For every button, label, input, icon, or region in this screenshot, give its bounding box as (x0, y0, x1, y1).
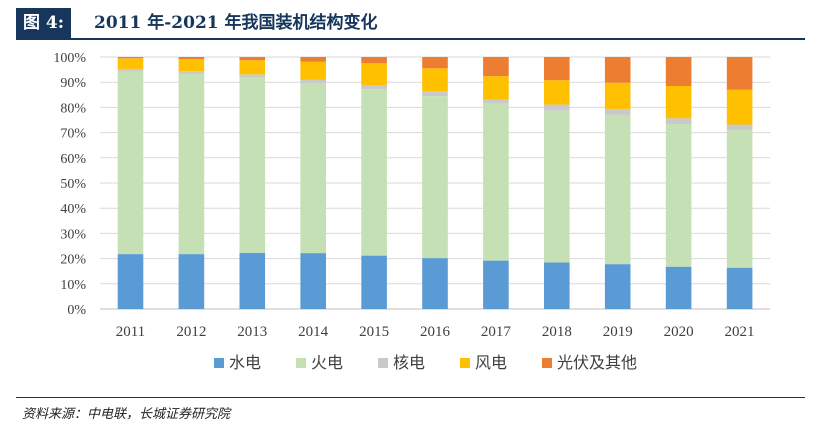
bar-segment-2 (422, 96, 448, 259)
bar-segment-4 (239, 60, 266, 75)
y-tick-label: 100% (53, 51, 86, 66)
bar-segment-1 (483, 260, 509, 309)
x-tick-label: 2016 (420, 324, 451, 340)
x-tick-label: 2011 (116, 324, 145, 340)
bar-segment-3 (483, 99, 509, 104)
bar-segment-1 (726, 267, 753, 309)
bar-segment-4 (178, 59, 205, 72)
legend-swatch (214, 358, 224, 368)
y-tick-label: 90% (60, 76, 86, 91)
bar-segment-4 (422, 68, 448, 91)
source-note: 资料来源：中电联，长城证券研究院 (22, 407, 231, 422)
bar-segment-3 (726, 124, 753, 130)
bar-segment-5 (117, 57, 144, 59)
bar-segment-5 (361, 57, 387, 64)
bar-segment-1 (604, 264, 631, 309)
bar-segment-3 (544, 104, 570, 111)
bar-segment-2 (361, 89, 387, 256)
bar-segment-1 (422, 258, 448, 309)
x-tick-label: 2015 (359, 324, 389, 340)
x-tick-label: 2014 (298, 324, 329, 340)
bar-segment-3 (665, 118, 692, 124)
bar-segment-3 (361, 85, 387, 90)
bar-segment-2 (604, 115, 631, 265)
bar-segment-4 (544, 80, 570, 105)
y-tick-label: 50% (60, 177, 86, 192)
bar-segment-2 (117, 71, 144, 255)
bar-segment-5 (544, 57, 570, 81)
legend-label: 风电 (475, 353, 507, 372)
bar-segment-5 (604, 57, 631, 83)
bar-segment-1 (300, 253, 326, 309)
legend-label: 火电 (311, 353, 343, 372)
legend-swatch (542, 358, 552, 368)
bar-segment-3 (604, 108, 631, 115)
bar-segment-4 (117, 58, 144, 69)
legend-label: 核电 (393, 353, 425, 372)
x-tick-label: 2018 (542, 324, 572, 340)
bar-segment-4 (483, 76, 509, 100)
bar-segment-5 (300, 57, 326, 62)
figure-title: 2011 年-2021 年我国装机结构变化 (94, 13, 378, 33)
bar-segment-2 (544, 110, 570, 263)
x-tick-label: 2021 (725, 324, 755, 340)
y-tick-label: 80% (60, 101, 86, 116)
bar-segment-5 (239, 57, 266, 61)
bar-segment-3 (300, 79, 326, 84)
bar-segment-5 (726, 57, 753, 90)
bar-segment-2 (665, 124, 692, 267)
bar-segment-4 (361, 63, 387, 85)
bar-segment-2 (178, 73, 205, 255)
bar-segment-2 (239, 77, 266, 253)
x-tick-label: 2017 (481, 324, 512, 340)
y-tick-label: 60% (60, 152, 86, 167)
bar-segment-4 (300, 61, 326, 80)
bar-segment-5 (422, 57, 448, 69)
figure-badge: 图 4: (16, 8, 72, 38)
x-tick-label: 2013 (237, 324, 267, 340)
legend-swatch (460, 358, 470, 368)
bar-segment-4 (726, 89, 753, 125)
figure-header: 图 4: 2011 年-2021 年我国装机结构变化 (16, 8, 805, 40)
bar-segment-3 (422, 91, 448, 96)
y-tick-label: 20% (60, 253, 86, 268)
bar-segment-3 (239, 74, 266, 78)
y-tick-label: 10% (60, 278, 86, 293)
x-tick-label: 2019 (603, 324, 633, 340)
legend-swatch (378, 358, 388, 368)
bar-segment-2 (483, 103, 509, 261)
bar-segment-4 (665, 86, 692, 119)
bar-segment-1 (117, 254, 144, 309)
legend-swatch (296, 358, 306, 368)
y-tick-label: 0% (67, 303, 86, 318)
bar-segment-4 (604, 82, 631, 109)
bar-segment-3 (178, 71, 205, 74)
y-tick-label: 40% (60, 202, 86, 217)
header-rule (16, 38, 805, 40)
legend-label: 光伏及其他 (557, 353, 637, 372)
source-rule (16, 397, 805, 398)
x-tick-label: 2012 (176, 324, 206, 340)
bar-segment-5 (483, 57, 509, 77)
y-tick-label: 30% (60, 227, 86, 242)
x-tick-label: 2020 (664, 324, 694, 340)
bar-segment-3 (117, 68, 144, 72)
bar-segment-2 (300, 83, 326, 254)
bar-segment-2 (726, 130, 753, 268)
bar-segment-1 (361, 255, 387, 309)
bar-segment-1 (239, 252, 266, 309)
bar-segment-1 (178, 254, 205, 309)
bar-segment-1 (665, 266, 692, 309)
bar-segment-5 (178, 57, 205, 59)
legend-label: 水电 (229, 353, 261, 372)
y-tick-label: 70% (60, 127, 86, 142)
bar-segment-5 (665, 57, 692, 86)
bar-segment-1 (544, 262, 570, 309)
stacked-bar-chart: 0% 10% 20% 30% 40% 50% 60% 70% 80% 90% 100% 2011 201… (53, 51, 770, 372)
